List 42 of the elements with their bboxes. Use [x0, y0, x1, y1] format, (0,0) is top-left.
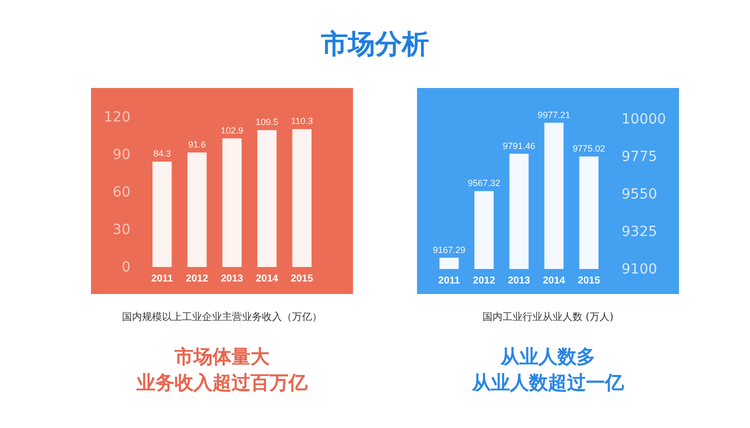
bar — [257, 130, 277, 267]
data-label: 9167.29 — [432, 244, 466, 255]
x-tick-label: 2014 — [256, 274, 279, 284]
data-label: 102.9 — [220, 125, 244, 136]
y-tick-label: 120 — [104, 110, 130, 126]
y2-tick-label: 10000 — [622, 112, 666, 128]
data-label: 9775.02 — [572, 143, 606, 154]
x-tick-label: 2014 — [542, 276, 566, 286]
data-label: 84.3 — [153, 148, 171, 159]
data-label: 109.5 — [256, 117, 278, 128]
text: 业务收入超过百万亿 — [136, 371, 308, 396]
bar — [292, 129, 312, 267]
x-tick-label: 2013 — [508, 276, 531, 286]
x-tick-label: 2011 — [151, 274, 174, 284]
y-tick-label: 0 — [122, 260, 130, 276]
bar — [222, 138, 242, 267]
x-axis-title: 国内工业行业从业人数 (万人) — [482, 310, 614, 324]
bar — [152, 162, 172, 267]
text: 从业人数超过一亿 — [470, 371, 625, 396]
y2-tick-label: 9325 — [622, 224, 658, 240]
y2-tick-label: 9775 — [622, 149, 658, 165]
y-tick-label: 60 — [112, 184, 130, 200]
data-label: 9791.46 — [502, 140, 536, 151]
text: 从业人数多 — [499, 345, 596, 370]
text: 市场体量大 — [174, 345, 270, 370]
data-label: 110.3 — [290, 116, 313, 126]
data-label: 91.6 — [188, 140, 206, 150]
y2-tick-label: 9100 — [622, 262, 658, 278]
y-tick-label: 30 — [112, 222, 130, 238]
x-axis-title: 国内规模以上工业企业主营业务收入（万亿） — [121, 310, 323, 324]
x-tick-label: 2011 — [438, 276, 460, 286]
bar — [187, 152, 207, 267]
x-tick-label: 2012 — [472, 276, 496, 286]
x-tick-label: 2013 — [220, 274, 244, 284]
x-tick-label: 2015 — [290, 274, 314, 284]
data-label: 9567.32 — [468, 178, 500, 188]
y-tick-label: 90 — [112, 147, 130, 163]
x-tick-label: 2012 — [186, 274, 209, 284]
x-tick-label: 2015 — [578, 276, 600, 286]
data-label: 9977.21 — [538, 110, 570, 120]
text: 市场分析 — [320, 28, 430, 62]
y2-tick-label: 9550 — [622, 186, 658, 202]
